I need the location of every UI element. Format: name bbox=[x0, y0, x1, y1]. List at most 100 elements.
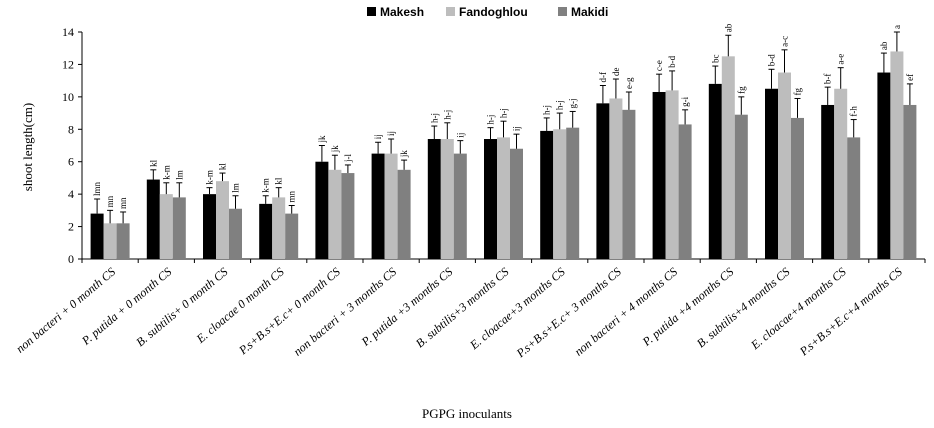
bar bbox=[341, 173, 355, 259]
y-tick-label: 14 bbox=[62, 25, 74, 39]
x-category-label: non bacteri + 0 month CS bbox=[13, 265, 118, 356]
significance-label: g-j bbox=[568, 98, 578, 108]
significance-label: h-j bbox=[486, 115, 496, 125]
bar bbox=[708, 83, 722, 259]
significance-label: ab bbox=[723, 23, 733, 32]
legend: Makesh Fandoghlou Makidi bbox=[367, 5, 608, 19]
legend-label: Fandoghlou bbox=[459, 5, 528, 19]
bar bbox=[721, 56, 735, 260]
significance-label: ef bbox=[905, 74, 915, 81]
legend-swatch bbox=[367, 7, 376, 16]
y-tick-label: 6 bbox=[68, 155, 74, 169]
y-axis-title: shoot length(cm) bbox=[20, 103, 35, 191]
bar bbox=[609, 98, 623, 259]
significance-label: d-f bbox=[598, 72, 608, 83]
significance-label: mn bbox=[105, 195, 115, 207]
bar bbox=[652, 91, 666, 259]
bar bbox=[90, 213, 104, 259]
bar bbox=[734, 114, 748, 259]
bar bbox=[203, 194, 216, 259]
significance-label: c-e bbox=[654, 60, 664, 71]
y-axis: 0 2 4 6 8 10 12 14 bbox=[62, 25, 83, 266]
bar bbox=[665, 90, 679, 259]
significance-label: h-j bbox=[542, 105, 552, 115]
x-category-label: P.s+B.s+E.c+ 0 month CS bbox=[235, 265, 342, 358]
significance-label: mn bbox=[118, 197, 128, 209]
significance-label: a bbox=[892, 25, 902, 29]
x-category-label: non bacteri + 4 months CS bbox=[572, 265, 680, 359]
y-tick-label: 0 bbox=[68, 252, 74, 266]
significance-label: fg bbox=[736, 86, 746, 94]
bar bbox=[116, 223, 130, 259]
significance-label: g-i bbox=[680, 96, 690, 106]
bar bbox=[272, 197, 286, 259]
bar bbox=[427, 139, 441, 259]
significance-label: jk bbox=[399, 150, 409, 159]
bar bbox=[847, 137, 861, 259]
bar bbox=[678, 124, 692, 260]
significance-label: jk bbox=[317, 135, 327, 144]
x-axis: non bacteri + 0 month CSP. putida + 0 mo… bbox=[13, 258, 926, 361]
bar bbox=[510, 148, 523, 259]
significance-label: ij bbox=[373, 134, 383, 139]
y-tick-label: 2 bbox=[68, 220, 74, 234]
significance-label: ij bbox=[455, 133, 465, 138]
bar bbox=[834, 88, 848, 259]
x-category-label: P. putida +3 months CS bbox=[358, 265, 455, 350]
significance-label: h-j bbox=[499, 108, 509, 118]
significance-label: ij bbox=[512, 126, 522, 131]
significance-label: e-g bbox=[624, 77, 634, 89]
significance-label: bc bbox=[710, 55, 720, 64]
bar bbox=[596, 103, 610, 259]
y-tick-label: 10 bbox=[62, 90, 74, 104]
significance-label: jk bbox=[330, 145, 340, 154]
significance-label: b-f bbox=[823, 74, 833, 85]
significance-label: j-l bbox=[343, 153, 353, 162]
bar bbox=[397, 169, 411, 259]
x-category-label: B. subtilis+ 0 month CS bbox=[133, 265, 230, 350]
significance-label: h-j bbox=[442, 110, 452, 120]
bar bbox=[315, 161, 329, 259]
significance-label: h-j bbox=[429, 113, 439, 123]
significance-label: b-d bbox=[767, 54, 777, 66]
x-category-label: B. subtilis+4 months CS bbox=[694, 265, 792, 351]
bar bbox=[216, 181, 229, 259]
bar bbox=[440, 139, 454, 259]
significance-label: k-m bbox=[205, 170, 215, 185]
bar bbox=[622, 109, 636, 259]
x-category-label: P. putida +4 months CS bbox=[639, 265, 736, 350]
y-tick-label: 12 bbox=[62, 57, 74, 71]
x-category-label: B. subtilis+3 months CS bbox=[413, 265, 511, 351]
significance-label: kl bbox=[148, 159, 158, 167]
bar bbox=[146, 179, 160, 259]
x-axis-title: PGPG inoculants bbox=[422, 406, 512, 421]
significance-label: ij bbox=[386, 131, 396, 136]
bar bbox=[890, 51, 904, 260]
bar bbox=[778, 72, 791, 260]
bar bbox=[285, 213, 299, 259]
significance-label: de bbox=[611, 68, 621, 77]
bar bbox=[553, 129, 567, 259]
significance-label: b-d bbox=[667, 55, 677, 67]
bar bbox=[229, 208, 242, 259]
legend-swatch bbox=[558, 7, 567, 16]
significance-label: f-h bbox=[849, 106, 859, 117]
significance-label: lm bbox=[231, 183, 241, 193]
bar bbox=[103, 223, 117, 259]
bar bbox=[497, 137, 510, 259]
significance-label: kl bbox=[274, 177, 284, 185]
significance-label: a-c bbox=[780, 36, 790, 47]
bar bbox=[877, 72, 891, 260]
significance-label: kl bbox=[218, 163, 228, 171]
legend-swatch bbox=[446, 7, 455, 16]
x-category-label: E. cloacae+4 months CS bbox=[747, 265, 848, 353]
bar bbox=[328, 169, 342, 259]
bar bbox=[765, 88, 778, 259]
significance-label: h-j bbox=[555, 100, 565, 110]
x-category-label: P.s+B.s+E.c+ 3 months CS bbox=[513, 265, 624, 361]
significance-label: lmn bbox=[92, 182, 102, 197]
bar bbox=[566, 127, 580, 260]
significance-label: fg bbox=[793, 87, 803, 95]
